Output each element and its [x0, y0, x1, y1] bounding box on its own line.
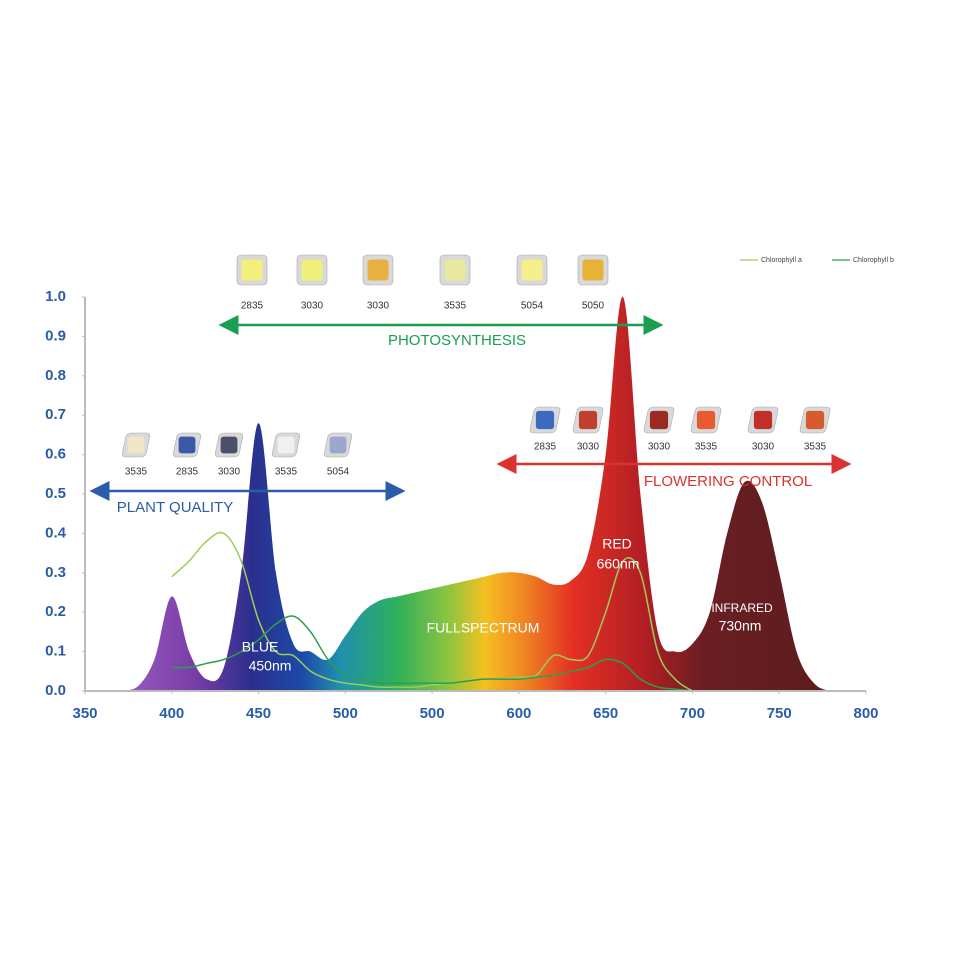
led-label: 3030 [218, 467, 241, 478]
x-tick-label: 700 [680, 705, 705, 722]
led-chip [277, 436, 295, 454]
y-tick-label: 0.5 [45, 485, 66, 502]
led-chip [805, 410, 825, 430]
led-label: 5050 [582, 301, 605, 312]
y-tick-label: 0.8 [45, 367, 66, 384]
x-tick-label: 450 [246, 705, 271, 722]
annotation: 450nm [249, 658, 292, 674]
chlorophyll-line [171, 531, 693, 692]
y-tick-label: 0.1 [45, 643, 66, 660]
y-tick-label: 0.9 [45, 327, 66, 344]
x-tick-label: 600 [506, 705, 531, 722]
led-chip [753, 410, 773, 430]
x-tick-label: 800 [853, 705, 878, 722]
led-chip [582, 259, 604, 281]
led-label: 2835 [241, 301, 264, 312]
led-chip [367, 259, 389, 281]
x-tick-label: 500 [333, 705, 358, 722]
led-label: 2835 [534, 442, 557, 453]
annotation: FULLSPECTRUM [427, 620, 540, 636]
annotation: PHOTOSYNTHESIS [388, 332, 526, 349]
led-label: 3535 [444, 301, 467, 312]
led-chip [521, 259, 543, 281]
annotation: RED [602, 536, 632, 552]
led-label: 3535 [695, 442, 718, 453]
annotation: FLOWERING CONTROL [644, 473, 812, 490]
led-chip [301, 259, 323, 281]
annotation: INFRARED [711, 601, 773, 615]
led-chip [578, 410, 598, 430]
led-label: 3030 [367, 301, 390, 312]
led-label: 3030 [577, 442, 600, 453]
led-label: 3030 [301, 301, 324, 312]
led-label: 3535 [125, 467, 148, 478]
y-tick-label: 1.0 [45, 288, 66, 305]
annotation: 660nm [597, 556, 640, 572]
led-label: 5054 [327, 467, 350, 478]
x-tick-label: 350 [72, 705, 97, 722]
led-chip [444, 259, 466, 281]
led-label: 3535 [275, 467, 298, 478]
x-tick-label: 650 [593, 705, 618, 722]
led-chip [127, 436, 145, 454]
x-tick-label: 400 [159, 705, 184, 722]
led-chip [696, 410, 716, 430]
y-tick-label: 0.6 [45, 446, 66, 463]
annotation: PLANT QUALITY [117, 499, 233, 516]
led-label: 3535 [804, 442, 827, 453]
chlorophyll-line [171, 615, 693, 692]
labels: BLUE 450nm FULLSPECTRUM RED 660nm INFRAR… [242, 536, 773, 674]
y-tick-label: 0.2 [45, 603, 66, 620]
led-chip [535, 410, 555, 430]
x-tick-label: 750 [767, 705, 792, 722]
legend-label: Chlorophyll b [853, 257, 894, 264]
y-tick-label: 0.4 [45, 524, 67, 541]
annotation: BLUE [242, 639, 279, 655]
annotation: 730nm [719, 618, 762, 634]
led-chip [178, 436, 196, 454]
y-tick-label: 0.7 [45, 406, 66, 423]
y-tick-label: 0.3 [45, 564, 66, 581]
led-label: 3030 [752, 442, 775, 453]
led-label: 5054 [521, 301, 544, 312]
led-chip [649, 410, 669, 430]
led-chip [241, 259, 263, 281]
led-chip [220, 436, 238, 454]
y-tick-label: 0.0 [45, 682, 66, 699]
led-label: 2835 [176, 467, 199, 478]
x-tick-label: 500 [420, 705, 445, 722]
led-chip [329, 436, 347, 454]
legend-label: Chlorophyll a [761, 257, 802, 264]
led-label: 3030 [648, 442, 671, 453]
